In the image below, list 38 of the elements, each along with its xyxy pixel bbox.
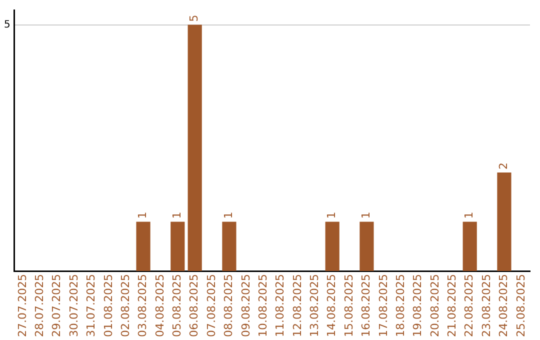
x-tick-label: 15.08.2025 <box>342 274 356 338</box>
x-tick-label: 27.07.2025 <box>16 274 29 338</box>
x-tick-label: 21.08.2025 <box>446 274 459 338</box>
x-tick-label: 01.08.2025 <box>102 274 115 338</box>
x-tick-label: 23.08.2025 <box>480 274 493 338</box>
data-label: 1 <box>136 212 150 219</box>
x-tick-label: 07.08.2025 <box>204 274 218 338</box>
x-tick-label: 11.08.2025 <box>274 274 287 338</box>
x-tick-label: 29.07.2025 <box>50 274 64 338</box>
data-label: 2 <box>497 162 510 170</box>
x-tick-label: 08.08.2025 <box>222 274 236 338</box>
data-label: 1 <box>170 212 184 219</box>
x-tick-label: 22.08.2025 <box>462 274 476 338</box>
x-tick-label: 31.07.2025 <box>84 274 98 338</box>
data-label: 1 <box>360 212 373 219</box>
x-tick-label: 03.08.2025 <box>136 274 150 338</box>
data-label: 5 <box>188 14 201 22</box>
data-label: 1 <box>462 212 476 219</box>
x-tick-label: 17.08.2025 <box>376 274 390 338</box>
x-tick-label: 19.08.2025 <box>411 274 424 338</box>
x-tick-label: 30.07.2025 <box>67 274 80 338</box>
x-tick-label: 13.08.2025 <box>308 274 322 338</box>
x-tick-label: 09.08.2025 <box>239 274 252 338</box>
x-tick-label: 10.08.2025 <box>256 274 270 338</box>
x-tick-label: 05.08.2025 <box>170 274 184 338</box>
data-label: 1 <box>325 212 338 219</box>
x-tick-label: 14.08.2025 <box>325 274 338 338</box>
x-tick-label: 04.08.2025 <box>153 274 166 338</box>
x-tick-label: 25.08.2025 <box>514 274 528 338</box>
x-tick-label: 12.08.2025 <box>290 274 304 338</box>
x-tick-label: 16.08.2025 <box>360 274 373 338</box>
data-label: 1 <box>222 212 236 219</box>
x-tick-label: 28.07.2025 <box>33 274 46 338</box>
x-tick-label: 06.08.2025 <box>188 274 201 338</box>
x-tick-label: 24.08.2025 <box>497 274 510 338</box>
x-tick-label: 18.08.2025 <box>394 274 407 338</box>
x-tick-label: 20.08.2025 <box>428 274 442 338</box>
x-tick-label: 02.08.2025 <box>118 274 132 338</box>
